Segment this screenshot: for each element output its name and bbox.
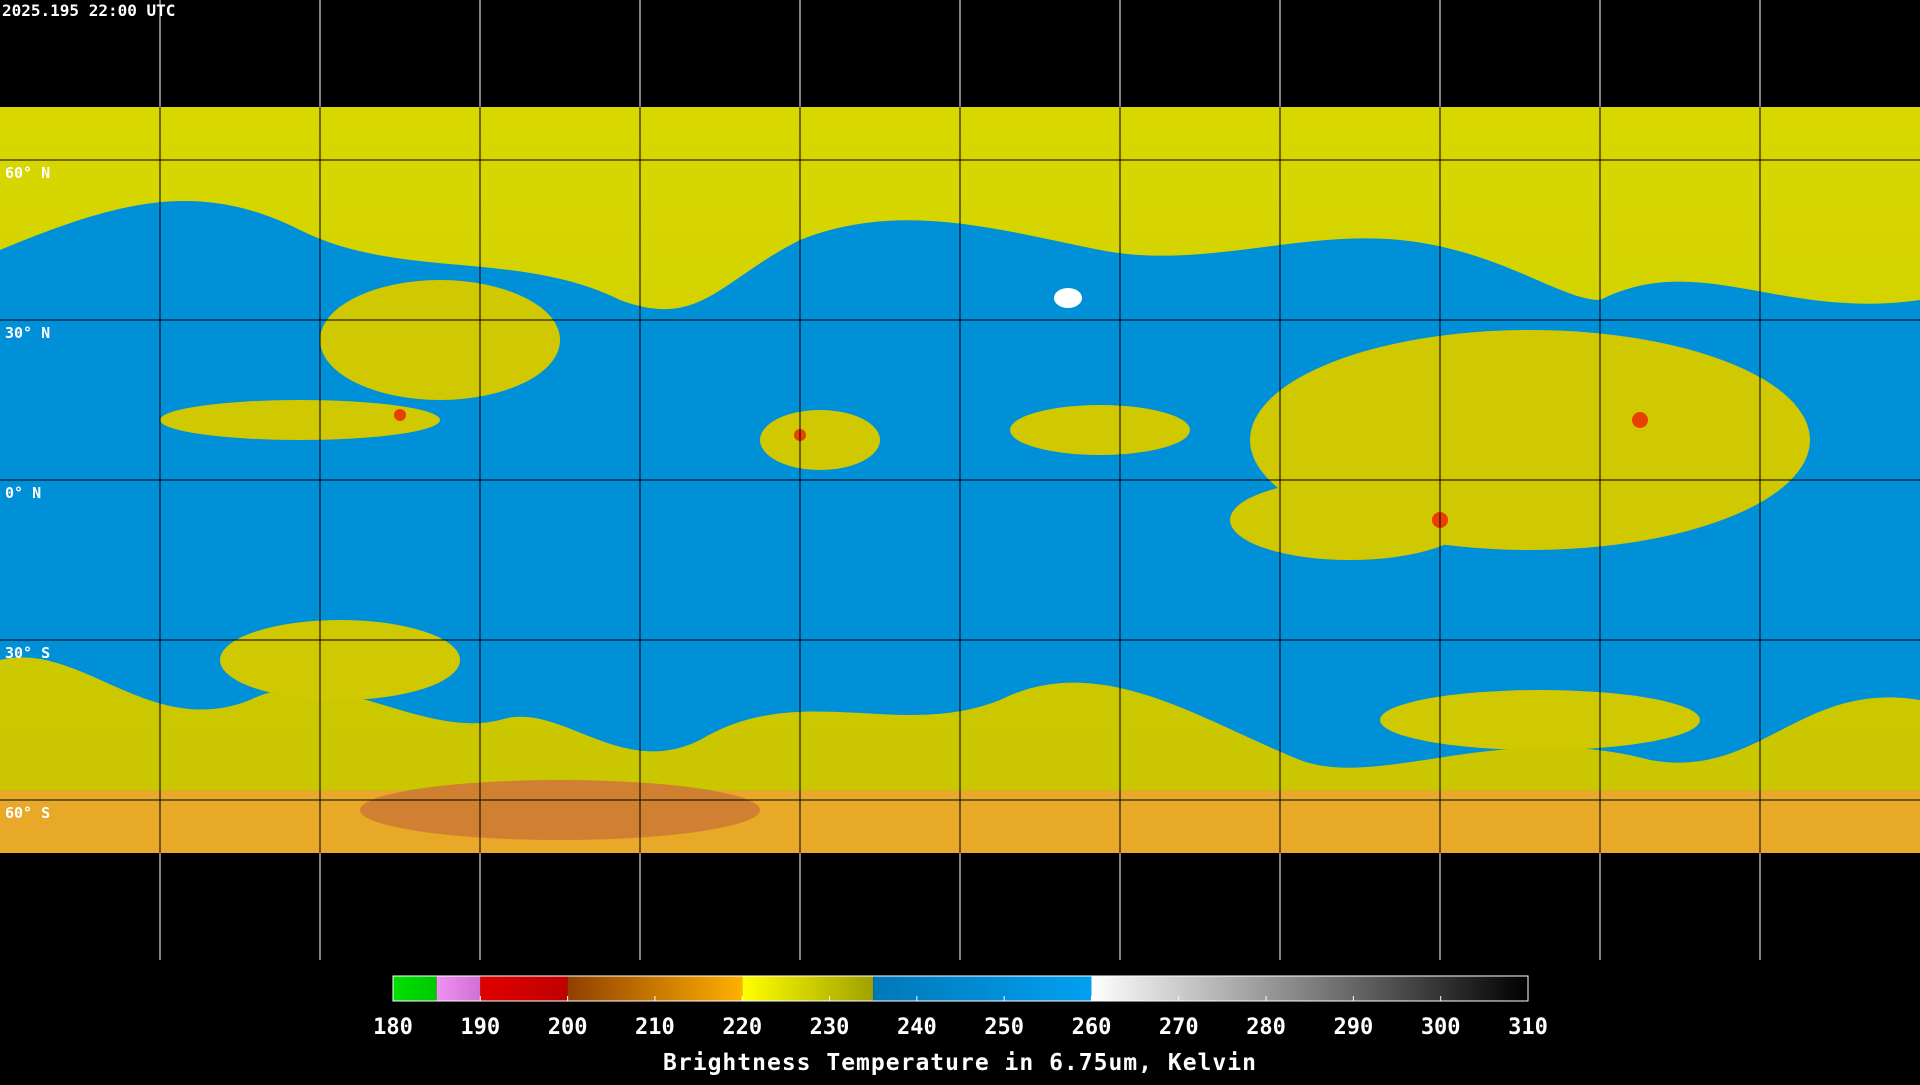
colorbar-tick-label: 200 xyxy=(548,1015,588,1040)
colorbar-segment xyxy=(742,976,874,1001)
colorbar-tick-label: 250 xyxy=(984,1015,1024,1040)
colorbar-segment xyxy=(1091,976,1528,1001)
colorbar-segment xyxy=(436,976,481,1001)
colorbar-segment xyxy=(393,976,437,1001)
colorbar-tick-label: 300 xyxy=(1421,1015,1461,1040)
colorbar-tick-label: 210 xyxy=(635,1015,675,1040)
colorbar-tick-label: 220 xyxy=(722,1015,762,1040)
colorbar-tick-label: 280 xyxy=(1246,1015,1286,1040)
latitude-label: 60° N xyxy=(5,164,50,182)
colorbar-tick-label: 260 xyxy=(1072,1015,1112,1040)
latitude-label: 60° S xyxy=(5,804,50,822)
colorbar-tick-label: 270 xyxy=(1159,1015,1199,1040)
colorbar-segment xyxy=(873,976,1092,1001)
latitude-label: 0° N xyxy=(5,484,41,502)
colorbar: 180 190 200 210 220 230 240 250 260 270 280 290 300 3… xyxy=(373,975,1548,1040)
colorbar-frame xyxy=(392,975,1529,1002)
colorbar-segment xyxy=(480,976,568,1001)
colorbar-tick-label: 310 xyxy=(1508,1015,1548,1040)
colorbar-label: Brightness Temperature in 6.75um, Kelvin xyxy=(663,1050,1257,1076)
colorbar-tick-label: 240 xyxy=(897,1015,937,1040)
latitude-grid: 60° N 30° N 0° N 30° S 60° S xyxy=(0,159,1920,822)
latitude-label: 30° N xyxy=(5,324,50,342)
colorbar-tick-label: 180 xyxy=(373,1015,413,1040)
timestamp: 2025.195 22:00 UTC xyxy=(2,1,175,20)
colorbar-tick-label: 230 xyxy=(810,1015,850,1040)
latitude-label: 30° S xyxy=(5,644,50,662)
colorbar-tick-label: 190 xyxy=(460,1015,500,1040)
colorbar-tick-label: 290 xyxy=(1334,1015,1374,1040)
